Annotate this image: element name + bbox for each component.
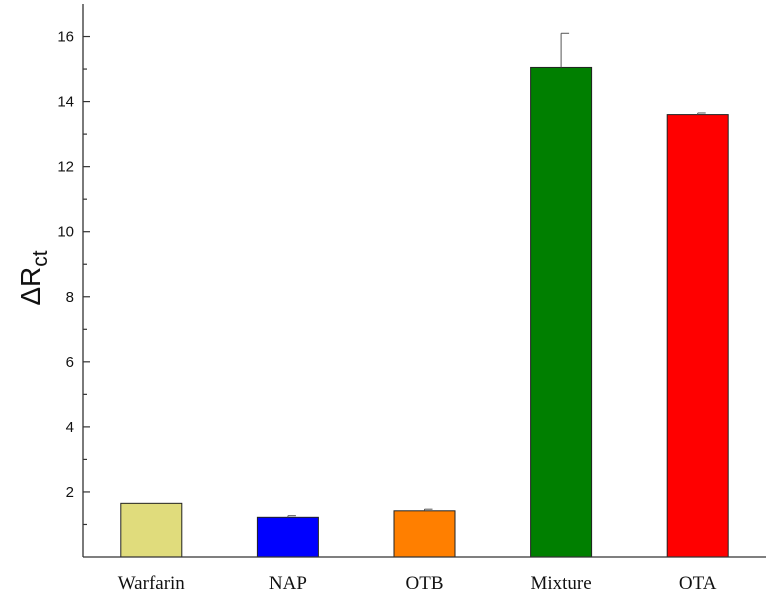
y-tick-label: 6 [66, 354, 74, 371]
x-category-label: Mixture [530, 573, 591, 594]
bar-otb [393, 510, 456, 558]
bar-ota [666, 114, 729, 558]
y-tick-label: 4 [66, 419, 74, 436]
error-bars-group [287, 32, 706, 518]
y-axis-label-subscript: ct [29, 250, 52, 267]
y-tick-label: 8 [66, 289, 74, 306]
y-axis-label: ΔRct [15, 250, 52, 305]
y-axis-label-main: ΔR [15, 267, 46, 306]
bar-warfarin [120, 502, 183, 558]
y-tick-label: 2 [66, 484, 74, 501]
bars-group [120, 66, 729, 558]
x-category-label: Warfarin [118, 573, 186, 594]
axes-group [82, 4, 766, 558]
y-tick-label: 16 [57, 29, 74, 46]
bar-nap [256, 516, 319, 558]
y-tick-label: 14 [57, 94, 74, 111]
x-labels-group: Warfarin NAP OTB Mixture OTA [118, 573, 717, 594]
x-category-label: NAP [269, 573, 307, 594]
x-category-label: OTB [406, 573, 444, 594]
bar-mixture [530, 66, 593, 558]
y-ticks-group: 2 4 6 8 10 12 14 16 [57, 29, 90, 526]
y-tick-label: 12 [57, 159, 74, 176]
x-category-label: OTA [679, 573, 717, 594]
y-tick-label: 10 [57, 224, 74, 241]
